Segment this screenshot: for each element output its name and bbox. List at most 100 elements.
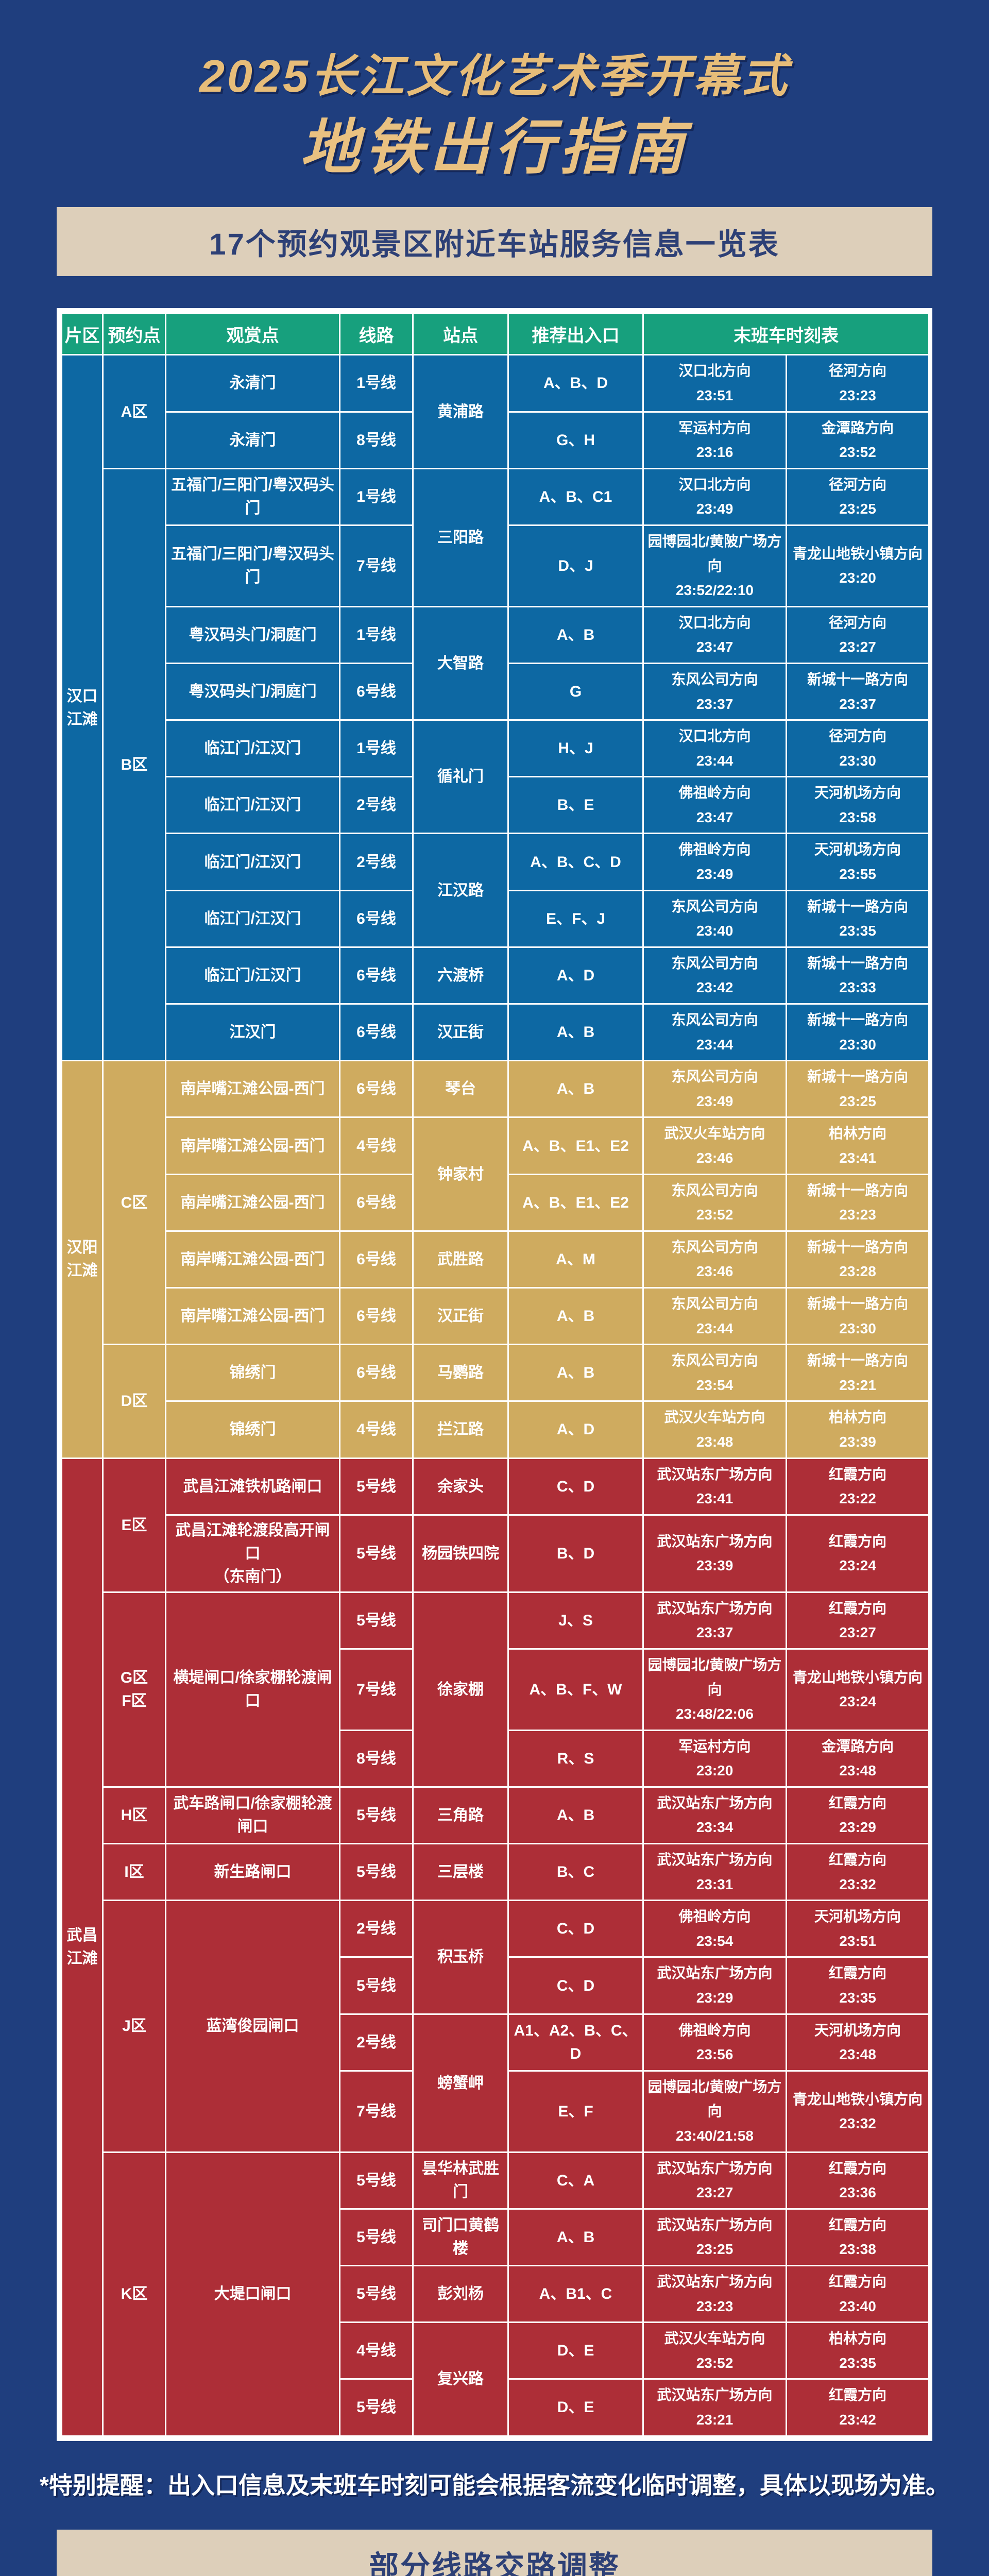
table-cell: 新城十一路方向 23:28: [786, 1230, 930, 1289]
table-cell: 横堤闸口/徐家棚轮渡闸口: [165, 1591, 340, 1788]
table-cell: 三角路: [412, 1786, 509, 1845]
table-cell: 武汉站东广场方向 23:31: [642, 1843, 787, 1902]
table-cell: A、D: [507, 1400, 644, 1459]
table-cell: 汉口北方向 23:47: [642, 605, 787, 664]
table-cell: 军运村方向 23:16: [642, 411, 787, 469]
table-row: 汉阳 江滩 C区 南岸嘴江滩公园-西门 6号线 琴台 A、B 东风公司方向 23:49 新城十…: [61, 1060, 930, 1459]
table-cell: 5号线: [339, 1591, 414, 1650]
table-cell: 金潭路方向 23:52: [786, 411, 930, 469]
table-cell: 锦绣门: [165, 1400, 340, 1459]
table-cell: 南岸嘴江滩公园-西门: [165, 1173, 340, 1232]
table-cell: 5号线: [339, 1786, 414, 1845]
table-cell: 园博园北/黄陂广场方向 23:52/22:10: [642, 524, 787, 607]
station-service-table-wrap: 片区 预约点 观赏点 线路 站点 推荐出入口 末班车时刻表 汉口 江滩 A区 永清门 1号线 黄浦路 A…: [57, 308, 932, 2441]
table-cell: 新城十一路方向 23:23: [786, 1173, 930, 1232]
table-cell: 8号线: [339, 411, 414, 469]
table-header-cell: 线路: [339, 312, 414, 356]
table-cell: 汉口北方向 23:51: [642, 354, 787, 413]
table-head: 片区 预约点 观赏点 线路 站点 推荐出入口 末班车时刻表: [61, 312, 930, 356]
table-cell: 临江门/江汉门: [165, 833, 340, 891]
table-cell: 红霞方向 23:35: [786, 1956, 930, 2015]
table-row: 临江门/江汉门 2号线 江汉路 A、B、C、D 佛祖岭方向 23:49 天河机场方向 23…: [62, 833, 930, 948]
table-cell: 武汉站东广场方向 23:25: [642, 2208, 787, 2266]
table-cell: C区: [102, 1060, 166, 1346]
table-cell: 马鹦路: [412, 1344, 509, 1402]
table-cell: A、B: [507, 2208, 644, 2266]
table-cell: 新城十一路方向 23:21: [786, 1344, 930, 1402]
table-cell: 武汉站东广场方向 23:34: [642, 1786, 787, 1845]
table-cell: 5号线: [339, 2378, 414, 2437]
table-cell: 6号线: [339, 1344, 414, 1402]
table-row: 7号线 E、F 园博园北/黄陂广场方向 23:40/21:58 青龙山地铁小镇方向 2…: [62, 2070, 930, 2153]
table-body: 汉口 江滩 A区 永清门 1号线 黄浦路 A、B、D 汉口北方向 23:51 径河方向 23:…: [61, 354, 930, 2437]
table-row: 五福门/三阳门/粤汉码头门 7号线 D、J 园博园北/黄陂广场方向 23:52/22:…: [62, 524, 930, 607]
table-cell: B、D: [507, 1514, 644, 1593]
table-cell: 红霞方向 23:22: [786, 1457, 930, 1516]
table-cell: 江汉路: [412, 833, 509, 948]
table-cell: A1、A2、B、C、D: [507, 2013, 644, 2072]
table-cell: C、D: [507, 1457, 644, 1516]
table-cell: 4号线: [339, 1400, 414, 1459]
table-cell: H区: [102, 1786, 166, 1845]
table-row: 5号线 彭刘杨 A、B1、C 武汉站东广场方向 23:23 红霞方向 23:40: [62, 2264, 930, 2324]
table-row: 南岸嘴江滩公园-西门 6号线 A、B、E1、E2 东风公司方向 23:52 新城十一路方…: [62, 1173, 930, 1232]
table-cell: 7号线: [339, 524, 414, 607]
table-cell: 东风公司方向 23:42: [642, 946, 787, 1005]
table-cell: 4号线: [339, 2321, 414, 2380]
table-section-banner: 17个预约观景区附近车站服务信息一览表: [57, 207, 932, 277]
table-cell: 彭刘杨: [412, 2264, 509, 2324]
table-header-cell: 推荐出入口: [507, 312, 644, 356]
table-cell: 6号线: [339, 946, 414, 1005]
table-row: 5号线 司门口黄鹤楼 A、B 武汉站东广场方向 23:25 红霞方向 23:38: [62, 2208, 930, 2266]
table-row: 南岸嘴江滩公园-西门 6号线 武胜路 A、M 东风公司方向 23:46 新城十一路方向 2…: [62, 1230, 930, 1289]
table-cell: 武汉站东广场方向 23:39: [642, 1514, 787, 1593]
table-cell: 4号线: [339, 1116, 414, 1175]
table-cell: 汉阳 江滩: [61, 1060, 104, 1459]
table-cell: D、E: [507, 2321, 644, 2380]
table-row: 临江门/江汉门 6号线 六渡桥 A、D 东风公司方向 23:42 新城十一路方向 23:3…: [62, 946, 930, 1005]
table-cell: 径河方向 23:25: [786, 467, 930, 526]
table-row: I区 新生路闸口 5号线 三层楼 B、C 武汉站东广场方向 23:31 红霞方向 23:32: [62, 1843, 930, 1902]
table-row: 粤汉码头门/洞庭门 1号线 大智路 A、B 汉口北方向 23:47 径河方向 23:27: [62, 605, 930, 721]
table-header-cell: 片区: [61, 312, 104, 356]
table-cell: 粤汉码头门/洞庭门: [165, 605, 340, 664]
table-cell: 新城十一路方向 23:30: [786, 1003, 930, 1062]
table-cell: 临江门/江汉门: [165, 946, 340, 1005]
table-cell: C、D: [507, 1956, 644, 2015]
table-row: 汉口 江滩 A区 永清门 1号线 黄浦路 A、B、D 汉口北方向 23:51 径河方向 23:…: [61, 354, 930, 1062]
table-cell: 天河机场方向 23:58: [786, 776, 930, 835]
table-cell: 五福门/三阳门/粤汉码头门: [165, 524, 340, 607]
table-header-cell: 观赏点: [165, 312, 340, 356]
table-cell: 武汉站东广场方向 23:29: [642, 1956, 787, 2015]
table-cell: D、J: [507, 524, 644, 607]
table-cell: A、B: [507, 605, 644, 664]
table-cell: D、E: [507, 2378, 644, 2437]
table-cell: 5号线: [339, 2151, 414, 2210]
table-row: 5号线 C、D 武汉站东广场方向 23:29 红霞方向 23:35: [62, 1956, 930, 2015]
table-cell: 军运村方向 23:20: [642, 1729, 787, 1788]
table-cell: 武汉站东广场方向 23:23: [642, 2264, 787, 2324]
table-cell: 2号线: [339, 1900, 414, 1958]
special-reminder: *特别提醒：出入口信息及末班车时刻可能会根据客流变化临时调整，具体以现场为准。: [40, 2471, 949, 2499]
table-cell: 红霞方向 23:36: [786, 2151, 930, 2210]
table-cell: 天河机场方向 23:48: [786, 2013, 930, 2072]
table-row: 临江门/江汉门 6号线 E、F、J 东风公司方向 23:40 新城十一路方向 23:35: [62, 889, 930, 948]
table-row: 南岸嘴江滩公园-西门 4号线 钟家村 A、B、E1、E2 武汉火车站方向 23:46 柏林…: [62, 1116, 930, 1232]
table-row: 粤汉码头门/洞庭门 6号线 G 东风公司方向 23:37 新城十一路方向 23:37: [62, 662, 930, 721]
table-cell: 5号线: [339, 1514, 414, 1593]
table-cell: A、B: [507, 1344, 644, 1402]
table-cell: 杨园铁四院: [412, 1514, 509, 1593]
table-row: B区 五福门/三阳门/粤汉码头门 1号线 三阳路 A、B、C1 汉口北方向 23:49 径河…: [62, 467, 930, 1062]
table-cell: A、B: [507, 1003, 644, 1062]
table-cell: 锦绣门: [165, 1344, 340, 1402]
table-cell: R、S: [507, 1729, 644, 1788]
table-cell: 佛祖岭方向 23:56: [642, 2013, 787, 2072]
table-header-cell: 站点: [412, 312, 509, 356]
table-row: 武昌 江滩 E区 武昌江滩铁机路闸口 5号线 余家头 C、D 武汉站东广场方向 23:41 红…: [61, 1457, 930, 2437]
table-cell: 武昌江滩轮渡段高开闸口 （东南门）: [165, 1514, 340, 1593]
table-cell: A、B、E1、E2: [507, 1173, 644, 1232]
table-cell: G、H: [507, 411, 644, 469]
table-cell: 5号线: [339, 2264, 414, 2324]
table-cell: 拦江路: [412, 1400, 509, 1459]
